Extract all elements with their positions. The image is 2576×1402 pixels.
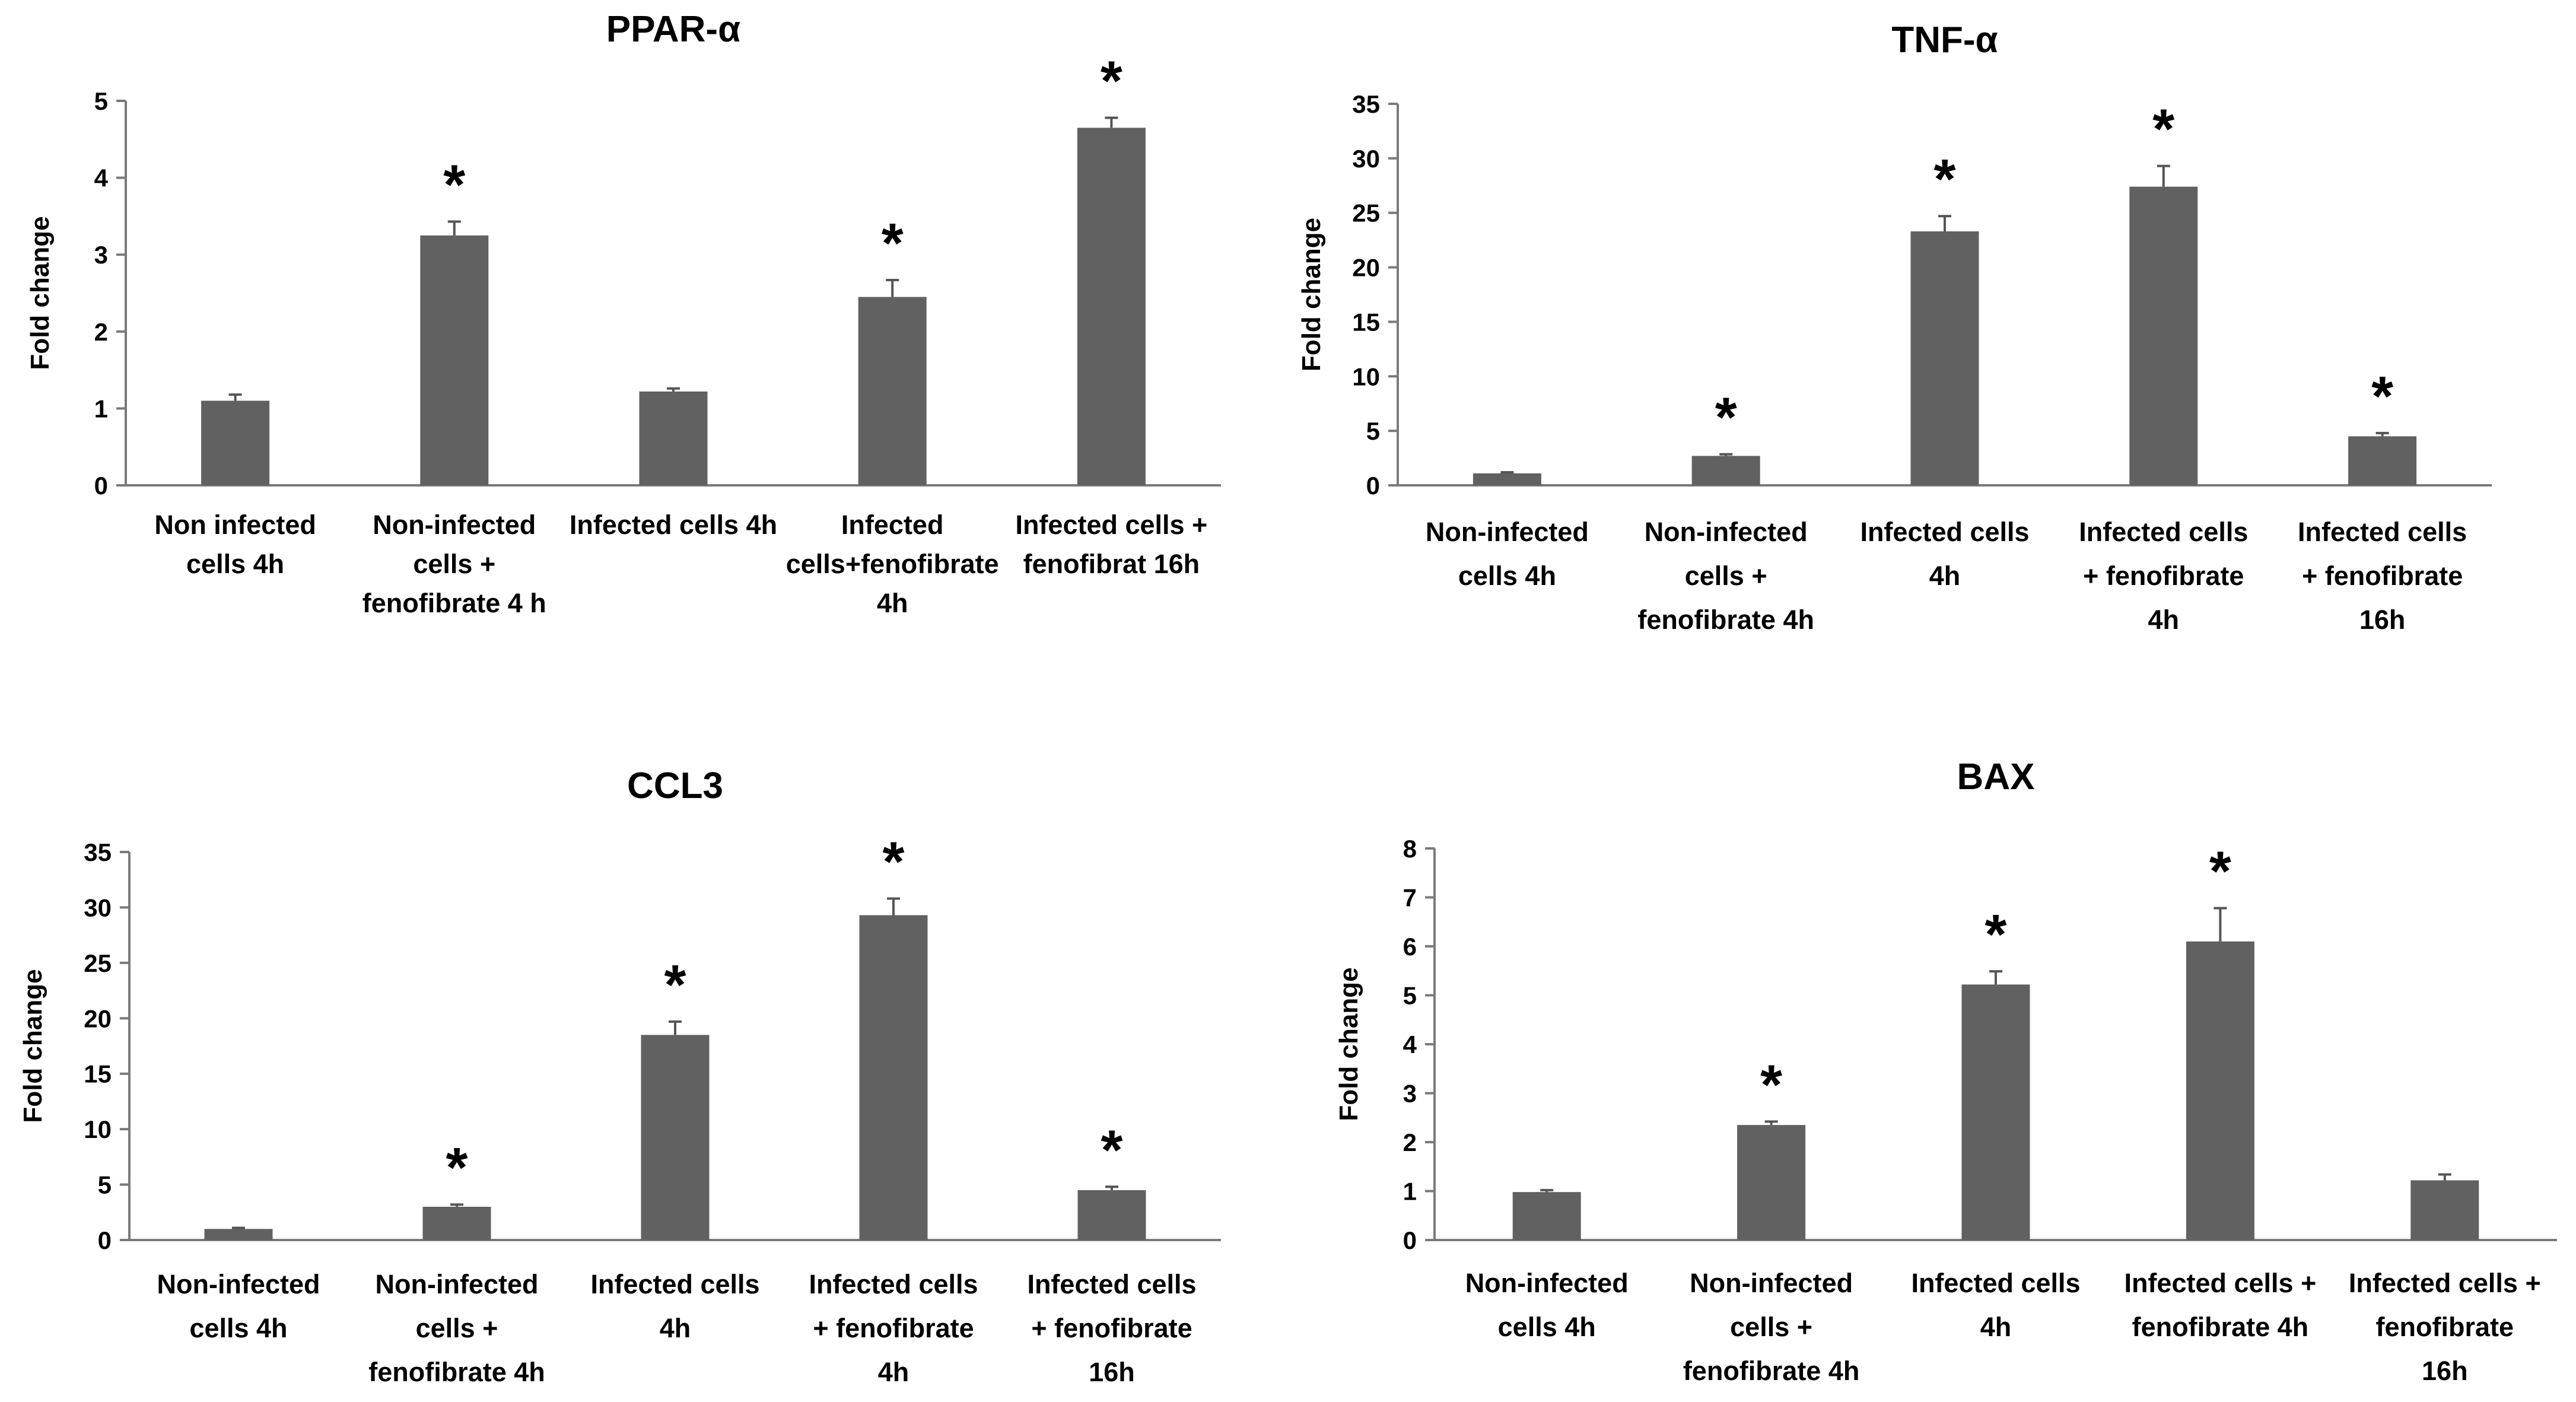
chart-panel-2: TNF-α Fold change 0 5 10 15 20 25 30 35 Non-infect… — [1297, 20, 2492, 635]
y-axis-label: Fold change — [1334, 967, 1363, 1121]
y-tick-label: 35 — [1352, 90, 1380, 118]
y-tick-label: 6 — [1403, 933, 1417, 961]
bar — [639, 391, 708, 485]
bar — [1691, 456, 1760, 485]
y-tick-label: 25 — [1352, 199, 1380, 227]
y-tick-label: 0 — [98, 1226, 112, 1254]
bar — [204, 1229, 273, 1240]
bar — [1077, 128, 1146, 486]
x-category-label: Non-infected cells 4h — [157, 1269, 320, 1343]
significance-marker: * — [2209, 840, 2231, 903]
y-tick-label: 5 — [1366, 417, 1380, 445]
chart-panel-4: BAX Fold change 0 1 2 3 4 5 6 7 8 Non-infected cells… — [1334, 756, 2557, 1386]
significance-marker: * — [446, 1136, 468, 1199]
y-tick-label: 15 — [84, 1060, 112, 1088]
x-category-label: Non-infected cells + fenofibrate 4h — [1683, 1268, 1860, 1386]
x-category-label: Non-infected cells + fenofibrate 4h — [368, 1269, 545, 1387]
bar — [422, 1206, 491, 1240]
chart-panel-3: CCL3 Fold change 0 5 10 15 20 25 30 35 Non-infecte… — [18, 765, 1221, 1387]
y-tick-label: 1 — [94, 395, 108, 422]
bar — [1961, 984, 2030, 1240]
y-tick-label: 8 — [1403, 835, 1417, 863]
chart-title: BAX — [1957, 756, 2035, 797]
y-tick-label: 3 — [94, 241, 108, 269]
bar — [1737, 1125, 1806, 1240]
y-axis-label: Fold change — [26, 216, 55, 370]
significance-marker: * — [1101, 1118, 1123, 1181]
y-tick-label: 4 — [94, 164, 109, 192]
bar — [201, 400, 270, 485]
y-tick-label: 7 — [1403, 884, 1417, 912]
x-category-label: Infected cells + fenofibrate 16h — [2349, 1268, 2541, 1386]
y-tick-label: 10 — [84, 1115, 112, 1143]
x-category-label: Infected cells 4h — [570, 510, 777, 540]
x-category-label: Infected cells + fenofibrat 16h — [1015, 510, 1207, 579]
y-tick-label: 20 — [1352, 254, 1380, 282]
y-tick-label: 30 — [1352, 145, 1380, 173]
y-tick-label: 10 — [1352, 363, 1380, 390]
bar — [1473, 473, 1541, 485]
y-tick-label: 20 — [84, 1004, 112, 1032]
significance-marker: * — [883, 830, 905, 893]
x-category-label: Non-infected cells + fenofibrate 4 h — [362, 510, 546, 618]
x-category-label: Infected cells + fenofibrate 4h — [2079, 517, 2248, 635]
bar — [1910, 231, 1979, 485]
x-category-label: Non-infected cells 4h — [1465, 1268, 1629, 1342]
chart-title: PPAR-α — [606, 9, 740, 50]
y-tick-label: 0 — [1403, 1226, 1417, 1254]
significance-marker: * — [882, 212, 904, 275]
y-tick-label: 5 — [98, 1171, 112, 1199]
bar — [420, 235, 489, 485]
y-tick-label: 30 — [84, 894, 112, 921]
y-tick-label: 1 — [1403, 1178, 1417, 1206]
x-category-label: Non-infected cells + fenofibrate 4h — [1637, 517, 1814, 635]
y-tick-label: 3 — [1403, 1080, 1417, 1108]
x-category-label: Infected cells 4h — [590, 1269, 759, 1343]
significance-marker: * — [664, 953, 686, 1016]
chart-title: TNF-α — [1891, 20, 1998, 61]
chart-title: CCL3 — [627, 765, 723, 806]
y-tick-label: 4 — [1403, 1031, 1417, 1058]
y-tick-label: 0 — [1366, 472, 1380, 500]
bar — [2186, 941, 2254, 1240]
y-tick-label: 5 — [1403, 982, 1417, 1010]
y-tick-label: 25 — [84, 949, 112, 977]
significance-marker: * — [1934, 148, 1956, 211]
x-category-label: Non-infected cells 4h — [1426, 517, 1589, 591]
y-axis-label: Fold change — [1297, 218, 1326, 371]
x-category-label: Infected cells 4h — [1860, 517, 2029, 591]
x-category-label: Infected cells + fenofibrate 16h — [2298, 517, 2467, 635]
bar — [858, 297, 927, 485]
y-tick-label: 15 — [1352, 308, 1380, 336]
significance-marker: * — [443, 153, 465, 216]
x-category-label: Infected cells + fenofibrate 4h — [2124, 1268, 2316, 1342]
significance-marker: * — [2371, 365, 2393, 428]
significance-marker: * — [1760, 1053, 1782, 1116]
y-tick-label: 2 — [94, 318, 108, 346]
significance-marker: * — [1101, 50, 1122, 113]
bar — [2348, 436, 2417, 485]
y-axis-label: Fold change — [18, 969, 47, 1123]
bar — [2129, 186, 2198, 485]
x-category-label: Infected cells + fenofibrate 16h — [1027, 1269, 1196, 1387]
x-category-label: Infected cells+fenofibrate 4h — [786, 510, 999, 618]
x-category-label: Infected cells 4h — [1911, 1268, 2080, 1342]
chart-panel-1: PPAR-α Fold change 0 1 2 3 4 5 Non infected cells… — [26, 9, 1221, 618]
bar — [641, 1035, 710, 1240]
y-tick-label: 5 — [94, 87, 108, 115]
significance-marker: * — [2152, 98, 2174, 161]
y-tick-label: 2 — [1403, 1128, 1417, 1156]
x-category-label: Non infected cells 4h — [154, 510, 316, 579]
bar — [1077, 1190, 1146, 1240]
significance-marker: * — [1715, 386, 1737, 449]
significance-marker: * — [1985, 903, 2007, 966]
y-tick-label: 0 — [94, 472, 108, 500]
bar — [2410, 1180, 2479, 1240]
bar — [1512, 1192, 1581, 1240]
y-tick-label: 35 — [84, 838, 112, 866]
bar — [859, 915, 928, 1240]
x-category-label: Infected cells + fenofibrate 4h — [809, 1269, 978, 1387]
